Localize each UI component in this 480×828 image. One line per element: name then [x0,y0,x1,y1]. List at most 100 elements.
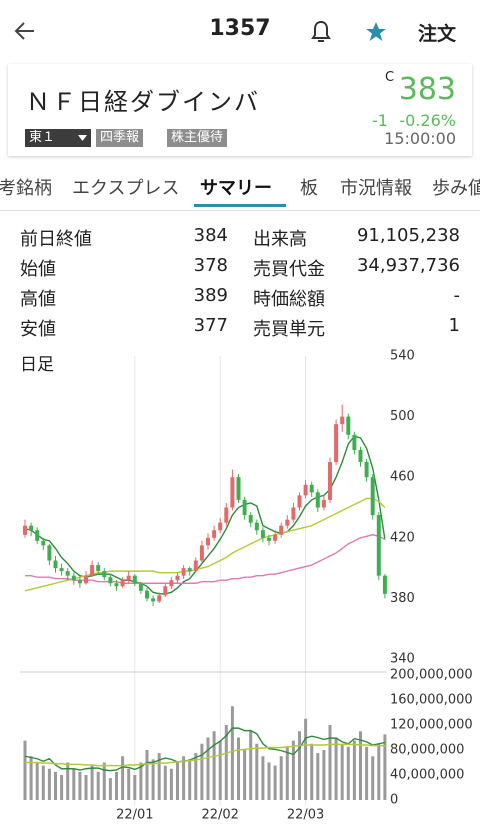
stat-value: 1 [448,315,460,336]
volume-bar [230,706,234,800]
y-tick-label: 500 [390,409,415,424]
volume-bar [310,743,314,800]
candle-body [96,565,101,572]
volume-bar [328,725,332,800]
market-tag[interactable]: 東１ [25,129,91,147]
order-button[interactable]: 注文 [418,23,457,45]
candle-body [193,560,198,572]
candle-body [230,477,235,508]
moving-average-line [24,497,386,592]
back-button[interactable] [12,18,38,44]
volume-bar [90,765,94,800]
volume-bar [41,765,45,800]
candle-body [267,537,271,541]
candle-body [120,580,125,587]
volume-bar [78,771,82,800]
volume-bar [145,750,149,800]
candle-body [35,530,40,541]
candle-body [254,522,259,531]
candle-body [303,484,308,496]
tab-bar: 考銘柄 エクスプレス サマリー 板 市況情報 歩み値 [0,166,480,210]
volume-bar [340,743,344,800]
volume-bar [218,740,222,800]
stat-value: 34,937,736 [356,255,460,276]
tab-active[interactable]: サマリー [200,178,272,199]
volume-bar [359,731,362,800]
stock-name: ＮＦ日経ダブインバ [26,88,260,116]
alert-button[interactable] [309,19,333,45]
volume-bar [334,737,338,800]
candle-body [279,525,284,535]
volume-bar [346,746,350,800]
candle-body [114,583,119,587]
x-tick-label: 22/03 [287,808,324,823]
volume-bar [371,756,375,800]
volume-bar [96,771,100,800]
volume-bar [29,756,33,800]
candle-body [65,571,70,576]
candle-body [321,499,326,508]
volume-bar [72,768,76,800]
stat-label: 安値 [20,319,56,340]
price: 383 [398,72,456,107]
tab[interactable]: エクスプレス [72,178,180,199]
volume-bar [291,740,295,800]
candle-body [151,598,156,602]
tab[interactable]: 板 [300,178,318,199]
volume-bar [273,765,277,800]
candle-body [315,492,320,508]
candle-body [90,565,95,576]
volume-bar [84,775,88,800]
candle-body [199,545,204,561]
moving-average-line [24,435,386,595]
candle-body [309,484,314,493]
candle-body [41,540,46,546]
volume-bar [237,737,240,800]
y-tick-label: 200,000,000 [390,668,473,683]
volume-bar [352,740,356,800]
volume-bar [121,756,125,800]
tab[interactable]: 歩み値 [432,178,480,199]
volume-bar [35,762,39,800]
benefit-tag[interactable]: 株主優待 [167,129,228,147]
candle-body [260,530,265,538]
volume-bar [267,762,271,800]
volume-bar [255,743,259,800]
chart-title: 日足 [20,355,54,375]
x-tick-label: 22/01 [116,808,153,823]
volume-bar [54,771,57,800]
volume-bar [285,746,289,800]
candle-body [145,590,149,599]
candle-body [346,416,351,435]
candle-body [108,577,113,584]
candle-body [163,586,168,596]
volume-bar [224,725,228,800]
x-tick-label: 22/02 [201,808,238,823]
candle-body [224,507,229,523]
y-tick-label: 420 [390,530,415,545]
stat-value: - [453,285,461,306]
y-tick-label: 40,000,000 [390,768,464,783]
candle-body [242,499,247,516]
tab[interactable]: 市況情報 [340,178,412,199]
favorite-button[interactable] [364,20,388,44]
candle-body [370,477,375,516]
candle-body [102,571,107,578]
candle-body [47,545,52,561]
candle-body [59,568,64,572]
tab[interactable]: 考銘柄 [0,178,52,199]
candle-body [291,507,296,520]
stat-value: 377 [193,315,228,336]
stat-label: 前日終値 [20,229,92,250]
volume-bar [60,775,64,800]
volume-bar [249,731,253,800]
shikiho-tag[interactable]: 四季報 [96,129,144,147]
volume-bar [108,778,112,800]
volume-bar [151,759,155,800]
candle-body [84,575,88,584]
volume-bar [322,750,326,800]
stat-value: 91,105,238 [356,225,460,246]
candle-body [175,575,180,581]
candle-body [206,537,210,546]
